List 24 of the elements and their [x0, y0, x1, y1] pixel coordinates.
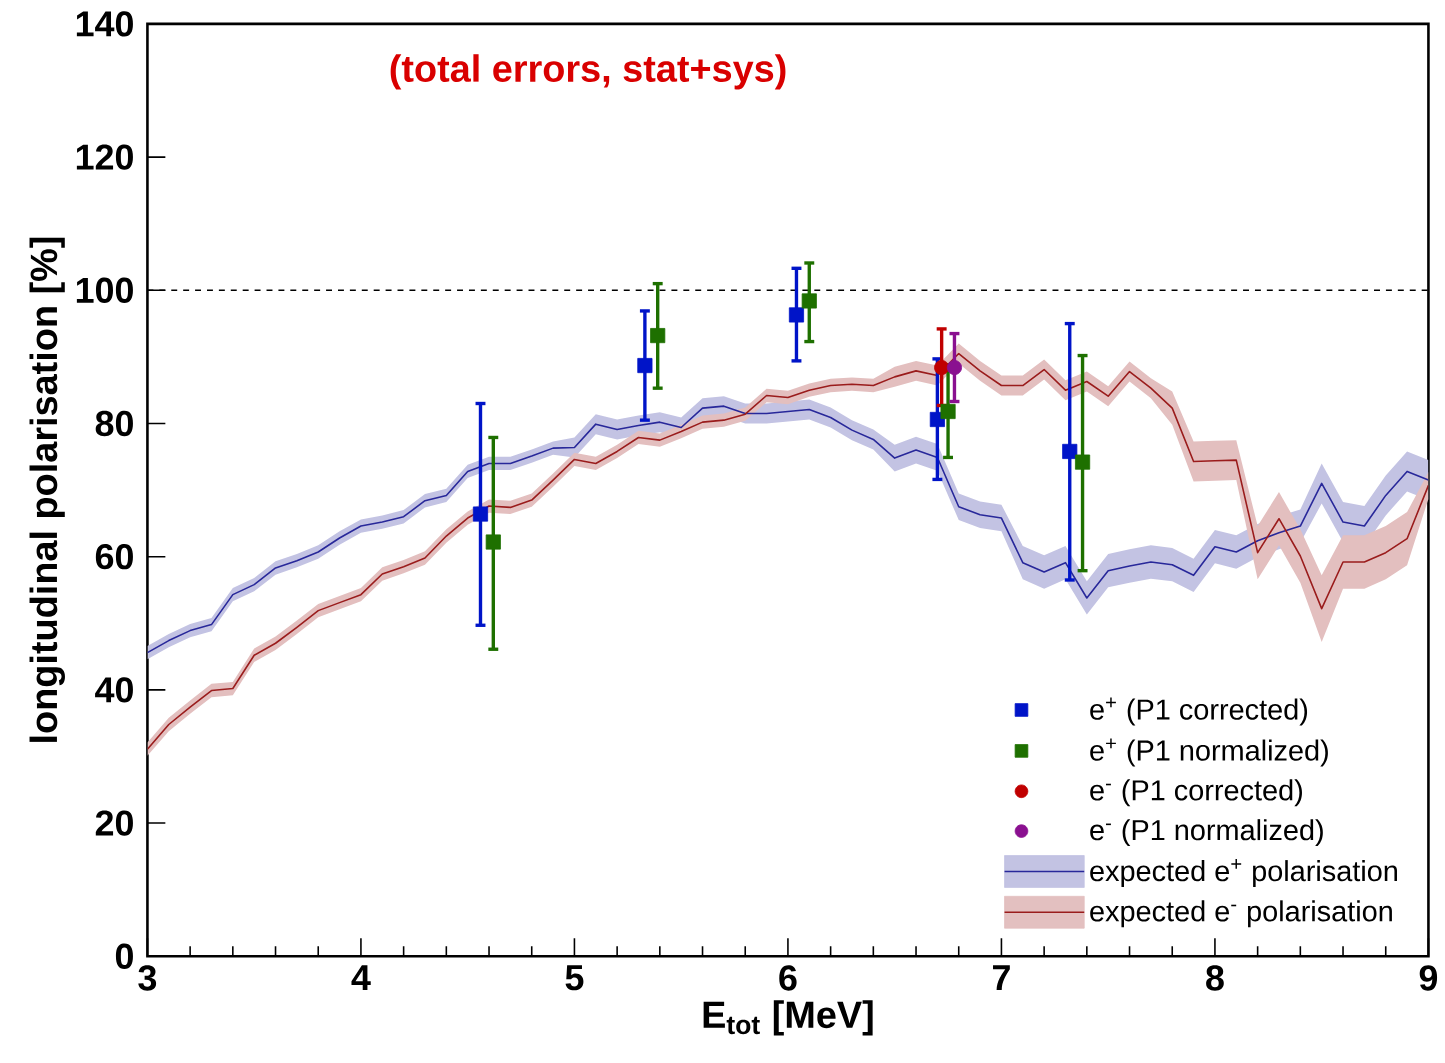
y-tick-label: 140 — [76, 11, 133, 37]
y-tick-label: 40 — [95, 677, 133, 703]
x-tick-label: 8 — [1206, 965, 1224, 991]
x-tick-label: 5 — [565, 965, 584, 991]
x-tick-label: 3 — [138, 965, 157, 991]
y-axis-title: longitudinal polarisation [%] — [29, 237, 65, 742]
x-tick-label: 9 — [1419, 965, 1438, 991]
x-tick-label: 6 — [779, 965, 797, 991]
legend-label: expected e$^{-}$ polarisation — [1090, 900, 1392, 928]
legend-label: e$^{+}$ (P1 normalized) — [1090, 738, 1328, 767]
annotation: (total errors, stat+sys) — [390, 54, 786, 90]
legend-label: e$^{+}$ (P1 corrected) — [1090, 697, 1308, 726]
y-tick-label: 100 — [76, 277, 133, 304]
y-tick-label: 60 — [95, 544, 133, 570]
y-tick-label: 0 — [115, 943, 133, 970]
y-tick-label: 20 — [95, 810, 133, 836]
legend-label: expected e$^{+}$ polarisation — [1090, 859, 1397, 888]
x-axis-title: E$_{tot}$ [MeV] — [703, 1000, 873, 1036]
x-tick-label: 7 — [993, 965, 1010, 991]
y-tick-label: 80 — [95, 410, 133, 437]
x-tick-label: 4 — [351, 965, 371, 991]
legend-label: e$^{-}$ (P1 corrected) — [1090, 779, 1302, 807]
y-tick-label: 120 — [76, 144, 133, 170]
legend-label: e$^{-}$ (P1 normalized) — [1090, 819, 1323, 847]
